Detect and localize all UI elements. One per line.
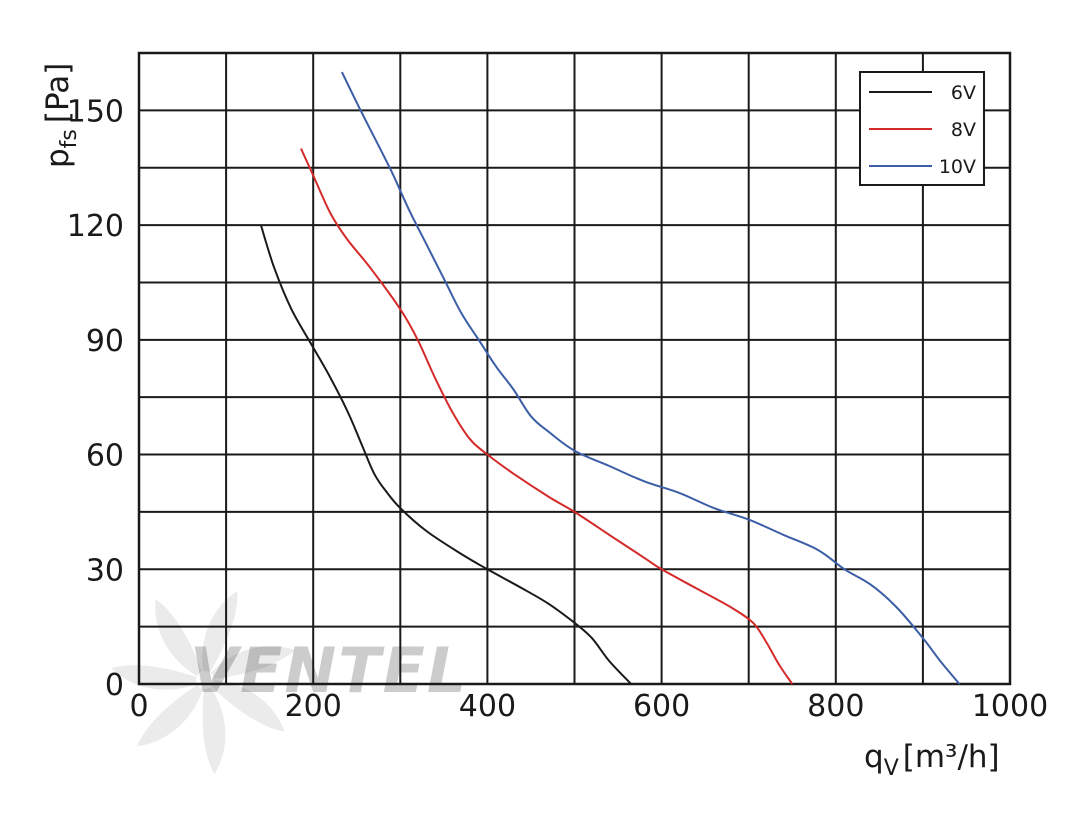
legend-label-8v: 8V xyxy=(951,119,976,141)
y-axis-label: pfs[Pa] xyxy=(40,63,82,168)
watermark-fan-blade xyxy=(137,680,205,747)
y-tick-label: 60 xyxy=(86,439,124,474)
y-tick-label: 30 xyxy=(86,553,124,588)
legend-label-10v: 10V xyxy=(939,156,976,178)
watermark-fan-blade xyxy=(155,599,205,680)
watermark-brand-text: VENTEL xyxy=(190,634,468,707)
watermark-fan-blade xyxy=(205,679,285,732)
series-line-6v xyxy=(259,224,632,685)
y-tick-label: 120 xyxy=(67,209,124,244)
watermark-fan-blade xyxy=(205,646,295,680)
series-line-10v xyxy=(341,71,961,685)
x-tick-label: 800 xyxy=(807,689,864,724)
x-tick-label: 200 xyxy=(285,689,342,724)
watermark-fan-blade xyxy=(202,590,238,680)
y-tick-label: 150 xyxy=(67,94,124,129)
y-tick-label: 90 xyxy=(86,324,124,359)
watermark: VENTEL xyxy=(110,590,468,775)
axes: 0 200 400 600 800 1000 0 30 60 90 120 150 qV [m³/h] pf… xyxy=(40,63,1048,781)
x-tick-label: 1000 xyxy=(972,689,1048,724)
series-line-8v xyxy=(300,148,794,685)
grid xyxy=(137,51,1012,686)
x-tick-label: 600 xyxy=(633,689,690,724)
watermark-fan-blade xyxy=(202,680,226,775)
x-tick-label: 0 xyxy=(129,689,148,724)
legend-label-6v: 6V xyxy=(951,82,976,104)
series-lines xyxy=(259,71,961,685)
x-tick-label: 400 xyxy=(459,689,516,724)
y-tick-label: 0 xyxy=(105,668,124,703)
plot-frame xyxy=(137,51,1012,686)
legend: 6V 8V 10V xyxy=(859,71,985,186)
x-axis-label: qV [m³/h] xyxy=(864,739,1000,781)
